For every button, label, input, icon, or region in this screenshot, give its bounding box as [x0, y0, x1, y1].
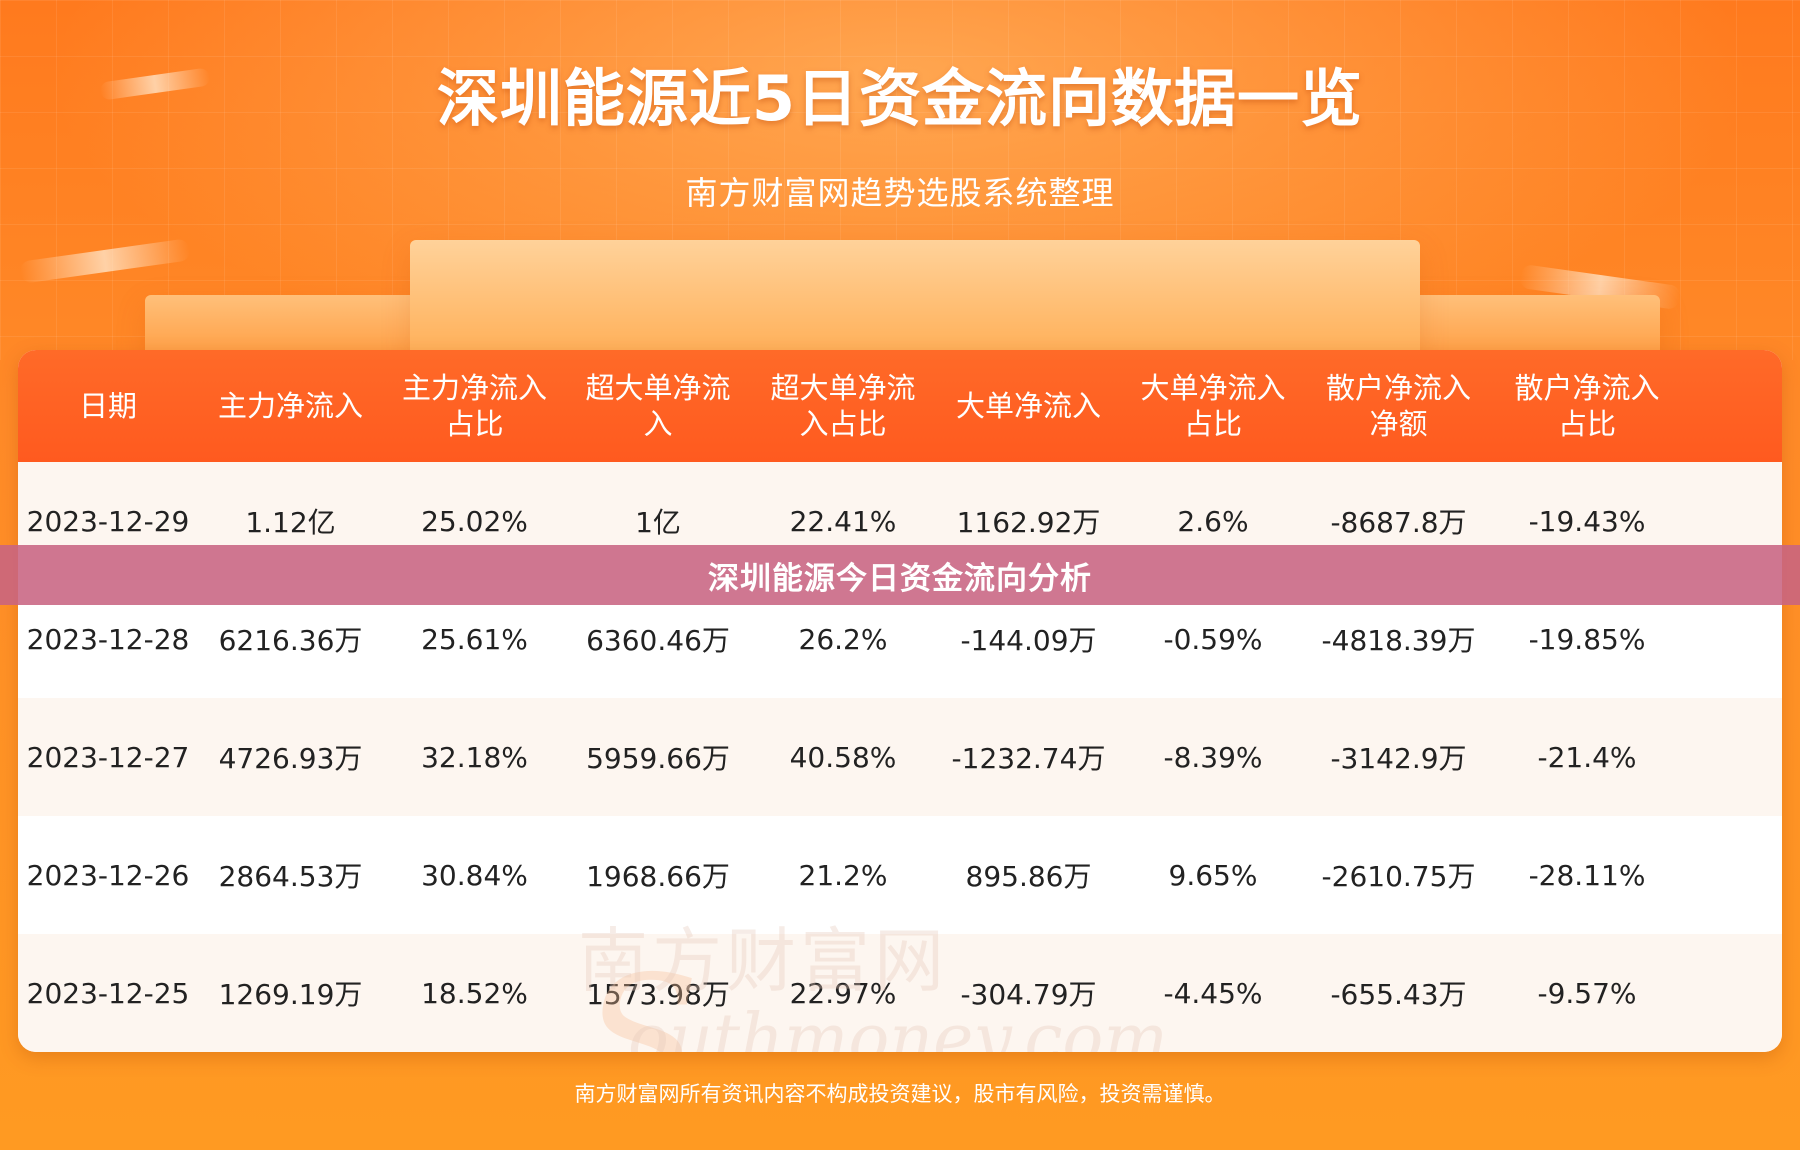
- table-cell: 21.2%: [798, 858, 888, 892]
- table-row: 2023-12-27 4726.93万 32.18% 5959.66万 40.58% -1…: [18, 698, 1782, 816]
- column-header-line: 占比: [445, 407, 504, 441]
- table-cell: 1亿: [635, 506, 681, 539]
- column-header: 大单净流入 占比: [1121, 350, 1305, 462]
- table-cell: -304.79万: [960, 978, 1097, 1011]
- table-cell: 22.97%: [789, 976, 897, 1010]
- table-cell: 2023-12-28: [26, 622, 190, 656]
- column-header-line: 净额: [1369, 407, 1428, 441]
- column-header-line: 日期: [78, 389, 137, 423]
- table-cell: 9.65%: [1168, 858, 1258, 892]
- table-cell: 30.84%: [421, 858, 528, 892]
- table-cell: -9.57%: [1537, 976, 1637, 1010]
- table-cell: -8.39%: [1163, 740, 1263, 774]
- table-cell: -655.43万: [1330, 978, 1467, 1011]
- table-cell: 2023-12-29: [26, 504, 190, 538]
- column-header-line: 入: [643, 407, 673, 441]
- table-cell: 1968.66万: [586, 860, 730, 893]
- table-header-row: 日期 主力净流入 主力净流入 占比 超大单净流入超大单净流 入占比 大单净流入 大单净流入 占比…: [18, 350, 1782, 462]
- decor-block-center: [410, 240, 1420, 360]
- column-header-line: 大单净流入: [955, 389, 1101, 423]
- column-header: 主力净流入 占比: [383, 350, 566, 462]
- column-header: 日期: [18, 350, 198, 462]
- column-header-line: 超大单净流: [770, 371, 916, 405]
- column-header-line: 主力净流入: [217, 389, 363, 423]
- table-cell: 895.86万: [965, 860, 1092, 893]
- disclaimer-footer: 南方财富网所有资讯内容不构成投资建议，股市有风险，投资需谨慎。: [574, 1082, 1226, 1106]
- table-cell: 2864.53万: [218, 860, 363, 893]
- table-cell: -3142.9万: [1330, 742, 1467, 775]
- table-cell: -4818.39万: [1321, 624, 1476, 657]
- table-cell: -4.45%: [1163, 976, 1263, 1010]
- table-cell: 1162.92万: [956, 506, 1101, 539]
- table-cell: -19.85%: [1528, 622, 1646, 656]
- table-cell: -1232.74万: [951, 742, 1106, 775]
- table-cell: -0.59%: [1163, 622, 1263, 656]
- table-cell: 2023-12-26: [26, 858, 190, 892]
- table-row: 2023-12-25 1269.19万 18.52% 1573.98万 22.97% -3…: [18, 934, 1782, 1052]
- page-title: 深圳能源近5日资金流向数据一览: [436, 62, 1364, 135]
- table-cell: -144.09万: [960, 624, 1097, 657]
- column-header-line: 入占比: [799, 407, 887, 441]
- table-cell: 2.6%: [1177, 504, 1249, 538]
- table-cell: -28.11%: [1528, 858, 1646, 892]
- table-cell: 25.61%: [421, 622, 528, 656]
- banner-text: 深圳能源今日资金流向分析: [708, 560, 1092, 597]
- table-cell: 40.58%: [789, 740, 897, 774]
- table-cell: 5959.66万: [586, 742, 730, 775]
- column-header-line: 占比: [1183, 407, 1242, 441]
- column-header: 散户净流入 占比: [1492, 350, 1682, 462]
- table-cell: -8687.8万: [1330, 506, 1467, 539]
- column-header-line: 大单净流入: [1140, 371, 1286, 405]
- table-cell: 6360.46万: [586, 624, 730, 657]
- table-cell: -21.4%: [1537, 740, 1637, 774]
- table-cell: 25.02%: [421, 504, 528, 538]
- column-header: 主力净流入: [198, 350, 383, 462]
- column-header: 超大单净流入: [566, 350, 750, 462]
- table-cell: 4726.93万: [218, 742, 363, 775]
- fund-flow-table: 日期 主力净流入 主力净流入 占比 超大单净流入超大单净流 入占比 大单净流入 大单净流入 占比…: [18, 350, 1782, 1052]
- table-row: 2023-12-26 2864.53万 30.84% 1968.66万 21.2% 895…: [18, 816, 1782, 934]
- column-header-line: 超大单净流: [585, 371, 731, 405]
- column-header-line: 占比: [1557, 407, 1616, 441]
- table-cell: 18.52%: [421, 976, 528, 1010]
- column-header: 超大单净流 入占比: [750, 350, 936, 462]
- watermark-text: 南方财富网: [578, 920, 948, 1002]
- watermark-logo: S: [583, 940, 700, 1052]
- column-header: 大单净流入: [936, 350, 1121, 462]
- column-header-line: 散户净流入: [1514, 371, 1660, 405]
- table-cell: 2023-12-25: [26, 976, 190, 1010]
- table-cell: 6216.36万: [218, 624, 363, 657]
- table-cell: 2023-12-27: [26, 740, 190, 774]
- table-cell: -19.43%: [1528, 504, 1646, 538]
- table-cell: 1573.98万: [586, 978, 730, 1011]
- table-cell: 26.2%: [798, 622, 888, 656]
- table-cell: 22.41%: [789, 504, 897, 538]
- watermark-url: outhmoney.com: [628, 1000, 1168, 1052]
- table-cell: -2610.75万: [1321, 860, 1476, 893]
- page-subtitle: 南方财富网趋势选股系统整理: [685, 174, 1115, 212]
- column-header: 散户净流入 净额: [1305, 350, 1492, 462]
- table-cell: 1269.19万: [218, 978, 363, 1011]
- table-cell: 32.18%: [421, 740, 528, 774]
- analysis-banner[interactable]: 深圳能源今日资金流向分析: [0, 545, 1800, 605]
- column-header-line: 主力净流入: [401, 371, 547, 405]
- table-cell: 1.12亿: [245, 506, 336, 539]
- column-header-line: 散户净流入: [1325, 371, 1471, 405]
